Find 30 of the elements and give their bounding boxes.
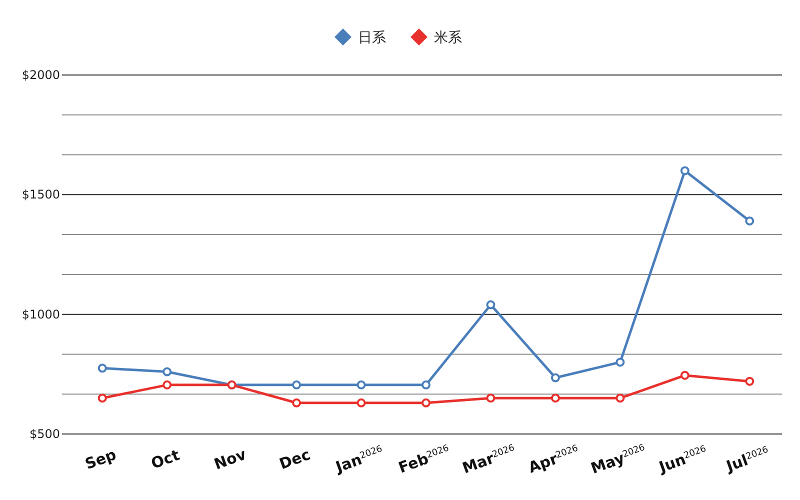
point	[98, 394, 107, 403]
legend-label: 日系	[358, 30, 386, 46]
point	[745, 216, 754, 226]
legend-label: 米系	[434, 30, 462, 46]
point	[356, 380, 366, 390]
point	[550, 373, 560, 382]
y-tick-label: $1000	[22, 307, 60, 322]
point	[680, 166, 690, 176]
point	[550, 394, 560, 403]
x-tick-label: Oct	[148, 446, 182, 473]
x-tick-label: Dec	[276, 445, 313, 474]
y-tick-label: $2000	[22, 68, 60, 82]
point	[616, 358, 625, 367]
point	[356, 398, 366, 408]
point	[422, 380, 430, 390]
point	[486, 394, 496, 403]
y-tick-label: $500	[29, 427, 60, 441]
point	[292, 398, 302, 408]
point	[162, 367, 172, 376]
point	[162, 380, 172, 390]
point	[422, 398, 430, 408]
y-tick-label: $1500	[22, 188, 60, 202]
point	[486, 300, 496, 310]
point	[292, 380, 302, 390]
x-tick-label: Sep	[82, 445, 119, 474]
point	[98, 364, 107, 373]
point	[680, 370, 690, 380]
point	[745, 376, 754, 386]
x-tick-label: Nov	[212, 445, 249, 474]
point	[616, 394, 625, 403]
